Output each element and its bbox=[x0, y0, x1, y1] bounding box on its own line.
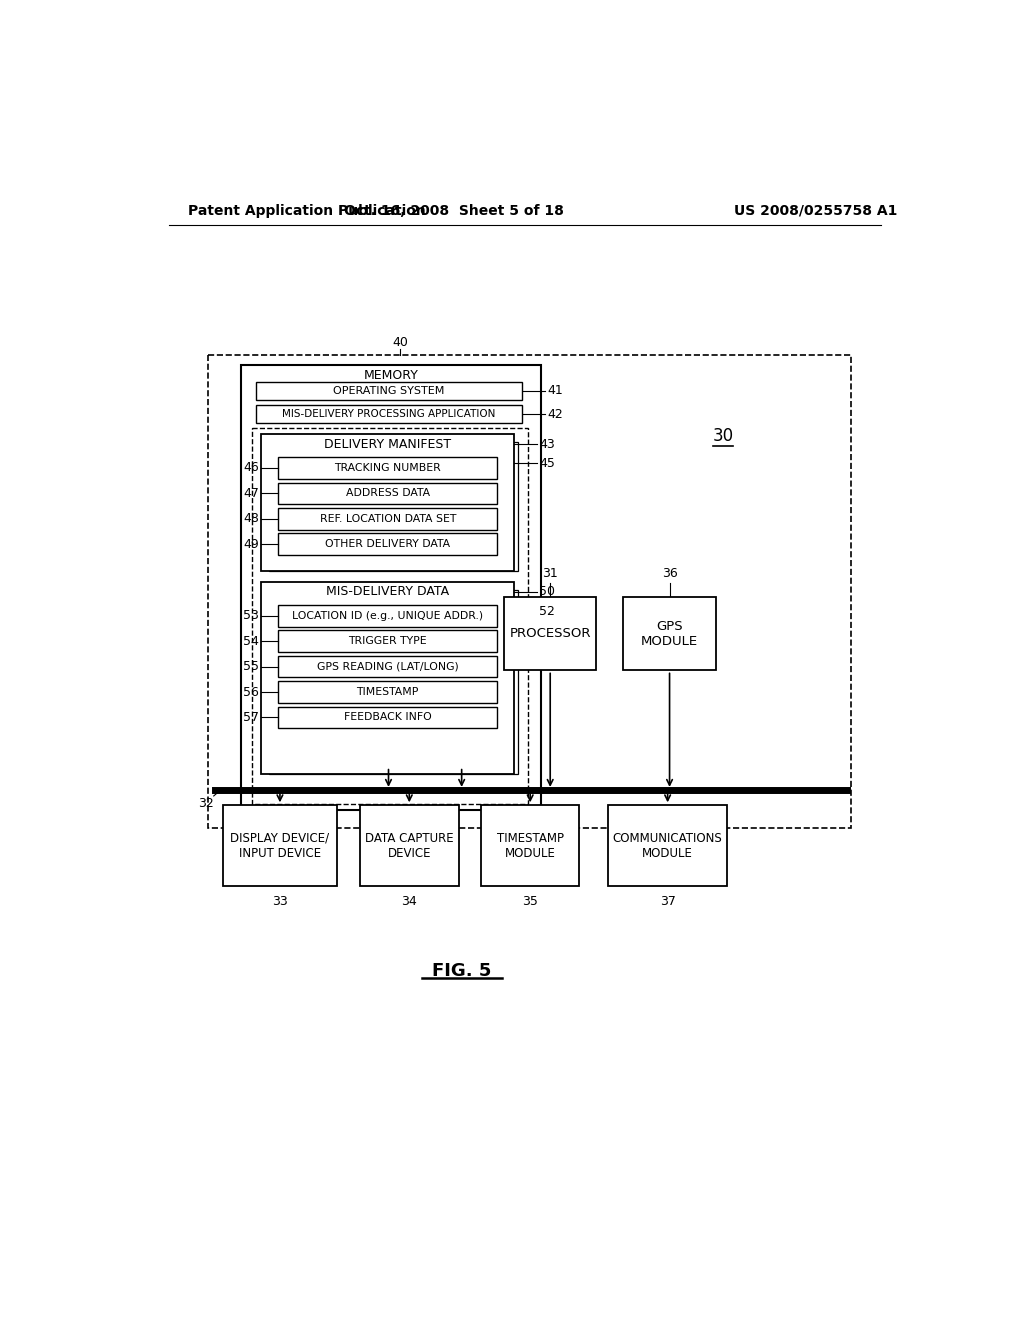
Text: 42: 42 bbox=[547, 408, 563, 421]
Text: Patent Application Publication: Patent Application Publication bbox=[188, 203, 426, 218]
Bar bbox=[279, 605, 497, 627]
Bar bbox=[608, 805, 727, 886]
Bar bbox=[261, 582, 514, 775]
Bar bbox=[269, 442, 518, 572]
Text: 57: 57 bbox=[243, 711, 259, 723]
Text: MIS-DELIVERY PROCESSING APPLICATION: MIS-DELIVERY PROCESSING APPLICATION bbox=[283, 409, 496, 418]
Text: 43: 43 bbox=[540, 437, 555, 450]
Bar bbox=[279, 706, 497, 729]
Text: US 2008/0255758 A1: US 2008/0255758 A1 bbox=[734, 203, 898, 218]
Text: 53: 53 bbox=[244, 610, 259, 622]
Bar bbox=[504, 597, 596, 671]
Text: 32: 32 bbox=[198, 797, 214, 810]
Text: 48: 48 bbox=[244, 512, 259, 525]
Bar bbox=[261, 434, 514, 572]
Text: REF. LOCATION DATA SET: REF. LOCATION DATA SET bbox=[319, 513, 456, 524]
Bar bbox=[276, 597, 518, 781]
Text: DATA CAPTURE
DEVICE: DATA CAPTURE DEVICE bbox=[365, 832, 454, 859]
Text: ADDRESS DATA: ADDRESS DATA bbox=[346, 488, 430, 499]
Text: OTHER DELIVERY DATA: OTHER DELIVERY DATA bbox=[326, 539, 451, 549]
Bar bbox=[241, 364, 541, 810]
Text: TIMESTAMP
MODULE: TIMESTAMP MODULE bbox=[497, 832, 563, 859]
Text: MEMORY: MEMORY bbox=[364, 370, 418, 381]
Text: 45: 45 bbox=[540, 457, 555, 470]
Text: FIG. 5: FIG. 5 bbox=[432, 962, 492, 979]
Bar bbox=[279, 631, 497, 652]
Text: 47: 47 bbox=[244, 487, 259, 500]
Bar bbox=[256, 381, 521, 400]
Text: 35: 35 bbox=[522, 895, 539, 908]
Bar bbox=[279, 656, 497, 677]
Text: TRACKING NUMBER: TRACKING NUMBER bbox=[335, 463, 441, 473]
Text: LOCATION ID (e.g., UNIQUE ADDR.): LOCATION ID (e.g., UNIQUE ADDR.) bbox=[292, 611, 483, 620]
Bar bbox=[279, 483, 497, 504]
Text: 33: 33 bbox=[272, 895, 288, 908]
Text: 49: 49 bbox=[244, 537, 259, 550]
Text: OPERATING SYSTEM: OPERATING SYSTEM bbox=[333, 385, 444, 396]
Text: 52: 52 bbox=[540, 605, 555, 618]
Bar bbox=[624, 597, 716, 671]
Bar bbox=[279, 508, 497, 529]
Text: MIS-DELIVERY DATA: MIS-DELIVERY DATA bbox=[327, 585, 450, 598]
Text: 50: 50 bbox=[540, 585, 555, 598]
Text: DISPLAY DEVICE/
INPUT DEVICE: DISPLAY DEVICE/ INPUT DEVICE bbox=[230, 832, 330, 859]
Text: 56: 56 bbox=[244, 685, 259, 698]
Text: 36: 36 bbox=[662, 568, 678, 581]
Text: TRIGGER TYPE: TRIGGER TYPE bbox=[348, 636, 427, 647]
Bar bbox=[252, 428, 528, 804]
Text: TIMESTAMP: TIMESTAMP bbox=[356, 686, 419, 697]
Bar bbox=[360, 805, 459, 886]
Text: DELIVERY MANIFEST: DELIVERY MANIFEST bbox=[325, 437, 452, 450]
Bar bbox=[276, 449, 518, 578]
Bar bbox=[208, 355, 851, 829]
Text: 31: 31 bbox=[543, 568, 558, 581]
Bar bbox=[279, 681, 497, 702]
Bar bbox=[223, 805, 337, 886]
Text: 40: 40 bbox=[392, 337, 408, 350]
Text: 30: 30 bbox=[713, 426, 734, 445]
Text: 46: 46 bbox=[244, 462, 259, 474]
Text: COMMUNICATIONS
MODULE: COMMUNICATIONS MODULE bbox=[612, 832, 723, 859]
Bar bbox=[279, 457, 497, 479]
Bar bbox=[256, 405, 521, 424]
Text: FEEDBACK INFO: FEEDBACK INFO bbox=[344, 713, 431, 722]
Text: 55: 55 bbox=[243, 660, 259, 673]
Text: 34: 34 bbox=[401, 895, 417, 908]
Bar bbox=[279, 533, 497, 554]
Text: 41: 41 bbox=[547, 384, 563, 397]
Text: PROCESSOR: PROCESSOR bbox=[510, 627, 591, 640]
Text: GPS READING (LAT/LONG): GPS READING (LAT/LONG) bbox=[316, 661, 459, 672]
Bar bbox=[269, 590, 518, 775]
Text: Oct. 16, 2008  Sheet 5 of 18: Oct. 16, 2008 Sheet 5 of 18 bbox=[344, 203, 564, 218]
Text: 54: 54 bbox=[244, 635, 259, 648]
Text: 37: 37 bbox=[659, 895, 676, 908]
Bar bbox=[481, 805, 580, 886]
Text: GPS
MODULE: GPS MODULE bbox=[641, 620, 698, 648]
